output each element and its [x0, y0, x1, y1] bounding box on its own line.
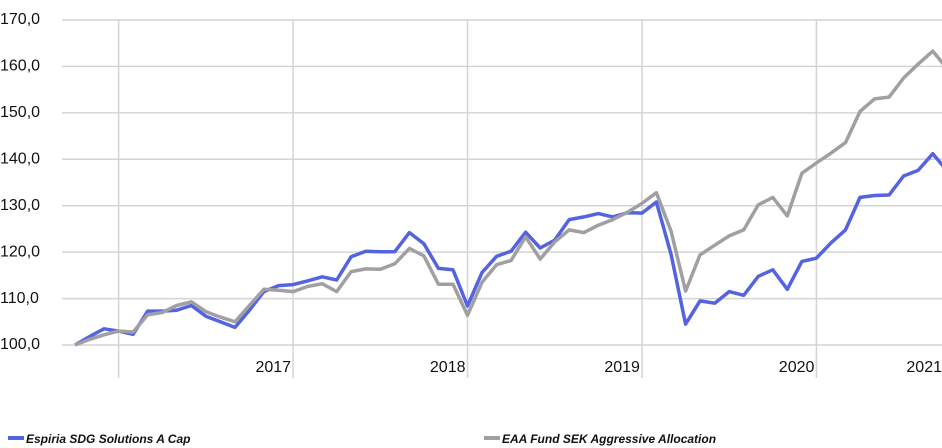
y-tick-label: 170,0	[0, 11, 40, 28]
legend-label: EAA Fund SEK Aggressive Allocation	[502, 432, 716, 446]
y-tick-label: 130,0	[0, 197, 40, 214]
y-tick-label: 140,0	[0, 151, 40, 168]
legend-label: Espiria SDG Solutions A Cap	[26, 432, 190, 446]
legend-swatch	[8, 436, 24, 440]
series-line	[74, 49, 942, 347]
y-tick-label: 150,0	[0, 104, 40, 121]
series-line	[74, 151, 942, 347]
y-tick-label: 100,0	[0, 336, 40, 353]
y-tick-label: 160,0	[0, 58, 40, 75]
y-tick-label: 120,0	[0, 243, 40, 260]
x-tick-label: 2017	[255, 359, 291, 376]
x-tick-label: 2019	[604, 359, 640, 376]
plot	[74, 49, 942, 347]
x-tick-label: 2018	[430, 359, 466, 376]
x-tick-label: 2020	[779, 359, 815, 376]
y-tick-label: 110,0	[0, 290, 39, 307]
x-tick-label: 2021	[906, 359, 942, 376]
legend-swatch	[484, 436, 500, 440]
